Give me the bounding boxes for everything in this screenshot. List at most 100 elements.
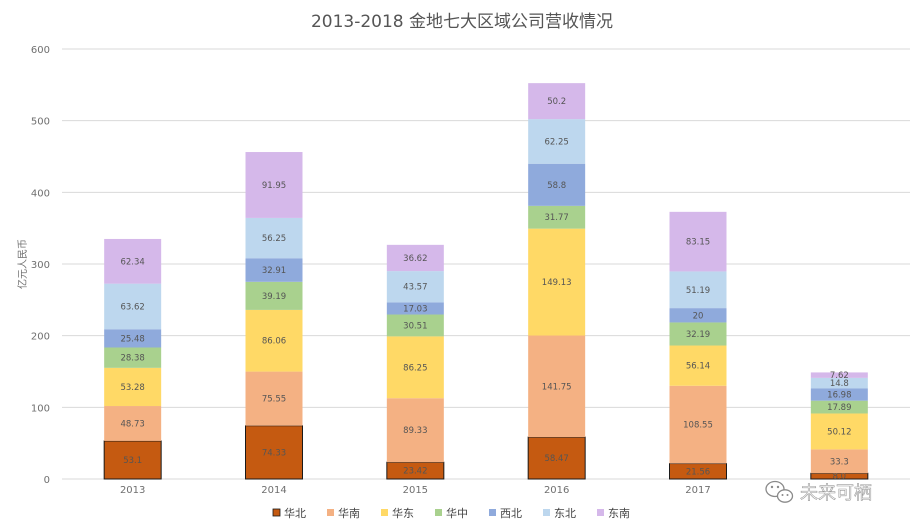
data-label: 86.06 xyxy=(262,337,286,347)
bar-segment xyxy=(245,258,303,282)
legend-swatch xyxy=(272,508,281,517)
watermark-text: 未来可栖 xyxy=(800,483,872,504)
bar-segment xyxy=(528,228,586,336)
data-label: 56.14 xyxy=(686,362,710,372)
legend-label: 华北 xyxy=(284,506,306,520)
data-label: 89.33 xyxy=(403,426,427,436)
data-label: 21.56 xyxy=(686,467,710,477)
data-label: 43.57 xyxy=(403,283,427,293)
data-label: 53.28 xyxy=(120,383,144,393)
data-label: 14.8 xyxy=(830,379,849,389)
bar-segment xyxy=(386,398,444,463)
bar-segment xyxy=(810,413,868,450)
bar-stack-2015: 23.42 89.33 86.25 30.51 17.03 43.57 36.62 xyxy=(386,244,445,480)
data-label: 28.38 xyxy=(120,354,144,364)
data-label: 58.47 xyxy=(544,454,568,464)
y-tick-label: 0 xyxy=(44,475,50,486)
bar-segment xyxy=(528,163,586,206)
legend-item: 东南 xyxy=(597,507,630,520)
bar-segment xyxy=(810,377,868,389)
data-label: 62.34 xyxy=(120,257,144,267)
y-tick-label: 600 xyxy=(31,45,50,56)
data-label: 74.33 xyxy=(262,448,286,458)
bar-segment xyxy=(528,119,586,164)
data-label: 17.89 xyxy=(827,403,851,413)
data-label: 25.48 xyxy=(120,334,144,344)
data-label: 86.25 xyxy=(403,363,427,373)
data-label: 63.62 xyxy=(120,302,144,312)
data-label: 50.12 xyxy=(827,427,851,437)
bar-segment xyxy=(386,244,444,272)
bar-segment xyxy=(245,217,303,259)
y-tick-label: 500 xyxy=(31,117,50,128)
legend-item: 华东 xyxy=(381,506,414,520)
bar-stack-2016: 58.47 141.75 149.13 31.77 58.8 62.25 50.2 xyxy=(527,83,586,480)
x-tick-label: 2015 xyxy=(403,485,428,496)
chart-title: 2013-2018 金地七大区域公司营收情况 xyxy=(311,12,613,32)
legend-label: 东北 xyxy=(554,507,576,520)
data-label: 51.19 xyxy=(686,286,710,296)
bar-segment xyxy=(669,385,727,464)
y-tick-label: 300 xyxy=(31,260,50,271)
legend-item: 华北 xyxy=(272,506,306,520)
legend-item: 西北 xyxy=(489,507,522,520)
legend-item: 东北 xyxy=(543,507,576,520)
legend: 华北 华南 华东 华中 西北 东北 东南 xyxy=(272,506,630,520)
data-label: 7.62 xyxy=(830,371,849,381)
bar-segment xyxy=(245,371,303,426)
bar-segment xyxy=(669,211,727,272)
data-label: 32.19 xyxy=(686,330,710,340)
watermark: 未来可栖 xyxy=(765,480,872,504)
bar-stack-2017: 21.56 108.55 56.14 32.19 20 51.19 83.15 xyxy=(669,211,727,480)
data-label: 58.8 xyxy=(547,181,566,191)
x-axis: 2013 2014 2015 2016 2017 xyxy=(120,485,711,496)
data-label: 20 xyxy=(693,311,704,321)
bars: 53.148.7353.2828.3825.4863.6262.3474.337… xyxy=(103,83,869,482)
legend-swatch xyxy=(381,509,388,516)
bar-segment xyxy=(104,406,162,441)
bar-segment xyxy=(528,335,586,438)
bar-segment xyxy=(669,271,727,309)
legend-item: 华南 xyxy=(327,506,360,520)
legend-label: 华东 xyxy=(392,506,414,520)
bar-segment xyxy=(104,283,162,330)
legend-item: 华中 xyxy=(435,506,468,520)
bar-segment xyxy=(669,345,727,386)
data-label: 149.13 xyxy=(542,278,572,288)
data-label: 33.3 xyxy=(830,457,849,467)
data-label: 141.75 xyxy=(542,382,572,392)
legend-label: 华中 xyxy=(446,506,468,520)
data-label: 83.15 xyxy=(686,238,710,248)
x-tick-label: 2014 xyxy=(261,485,286,496)
bar-segment xyxy=(669,322,727,346)
x-tick-label: 2016 xyxy=(544,485,569,496)
y-axis-label: 亿元人民币 xyxy=(16,239,29,289)
legend-swatch xyxy=(543,509,550,516)
bar-segment xyxy=(104,367,162,407)
data-label: 17.03 xyxy=(403,304,427,314)
data-label: 91.95 xyxy=(262,181,286,191)
legend-label: 东南 xyxy=(608,507,630,520)
bar-segment xyxy=(810,400,868,414)
y-tick-label: 200 xyxy=(31,332,50,343)
x-tick-label: 2017 xyxy=(685,485,710,496)
y-axis: 0 100 200 300 400 500 600 xyxy=(31,45,50,486)
bar-segment xyxy=(386,314,444,337)
bar-stack-2018: 8.0 33.3 50.12 17.89 16.98 14.87.62 xyxy=(810,371,869,482)
data-label: 31.77 xyxy=(544,213,568,223)
bar-segment xyxy=(810,388,868,401)
data-label: 56.25 xyxy=(262,234,286,244)
bar-segment xyxy=(103,440,162,480)
bar-segment xyxy=(245,309,303,372)
bar-segment xyxy=(669,463,727,480)
data-label: 108.55 xyxy=(683,421,713,431)
bar-segment xyxy=(104,238,162,284)
bar-segment xyxy=(104,329,162,348)
data-label: 23.42 xyxy=(403,467,427,477)
data-label: 30.51 xyxy=(403,321,427,331)
bar-segment xyxy=(528,205,586,229)
bar-segment xyxy=(104,347,162,368)
wechat-icon xyxy=(765,480,794,503)
bar-segment xyxy=(386,302,444,315)
data-label: 32.91 xyxy=(262,266,286,276)
